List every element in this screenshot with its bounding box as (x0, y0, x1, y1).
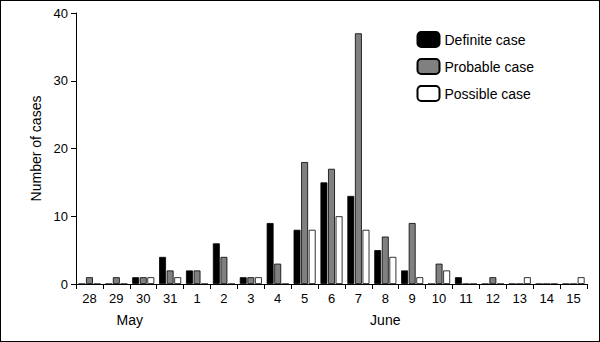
svg-text:Probable case: Probable case (444, 59, 534, 75)
svg-text:28: 28 (82, 291, 96, 306)
svg-text:Number of cases: Number of cases (28, 96, 44, 202)
svg-text:2: 2 (220, 291, 227, 306)
svg-text:10: 10 (432, 291, 446, 306)
svg-text:8: 8 (382, 291, 389, 306)
svg-text:20: 20 (54, 141, 68, 156)
svg-text:Definite case: Definite case (444, 32, 525, 48)
svg-text:0: 0 (61, 277, 68, 292)
svg-text:14: 14 (539, 291, 553, 306)
svg-text:6: 6 (328, 291, 335, 306)
svg-text:10: 10 (54, 209, 68, 224)
svg-text:31: 31 (163, 291, 177, 306)
svg-text:13: 13 (513, 291, 527, 306)
svg-text:3: 3 (247, 291, 254, 306)
svg-text:1: 1 (193, 291, 200, 306)
svg-text:29: 29 (109, 291, 123, 306)
svg-text:4: 4 (274, 291, 281, 306)
svg-text:Possible case: Possible case (444, 86, 531, 102)
svg-text:7: 7 (355, 291, 362, 306)
svg-text:30: 30 (54, 73, 68, 88)
svg-text:40: 40 (54, 6, 68, 21)
svg-text:June: June (370, 312, 401, 328)
svg-text:15: 15 (566, 291, 580, 306)
svg-text:5: 5 (301, 291, 308, 306)
svg-text:9: 9 (409, 291, 416, 306)
svg-text:May: May (117, 312, 143, 328)
svg-text:12: 12 (486, 291, 500, 306)
svg-text:30: 30 (136, 291, 150, 306)
svg-text:11: 11 (459, 291, 473, 306)
